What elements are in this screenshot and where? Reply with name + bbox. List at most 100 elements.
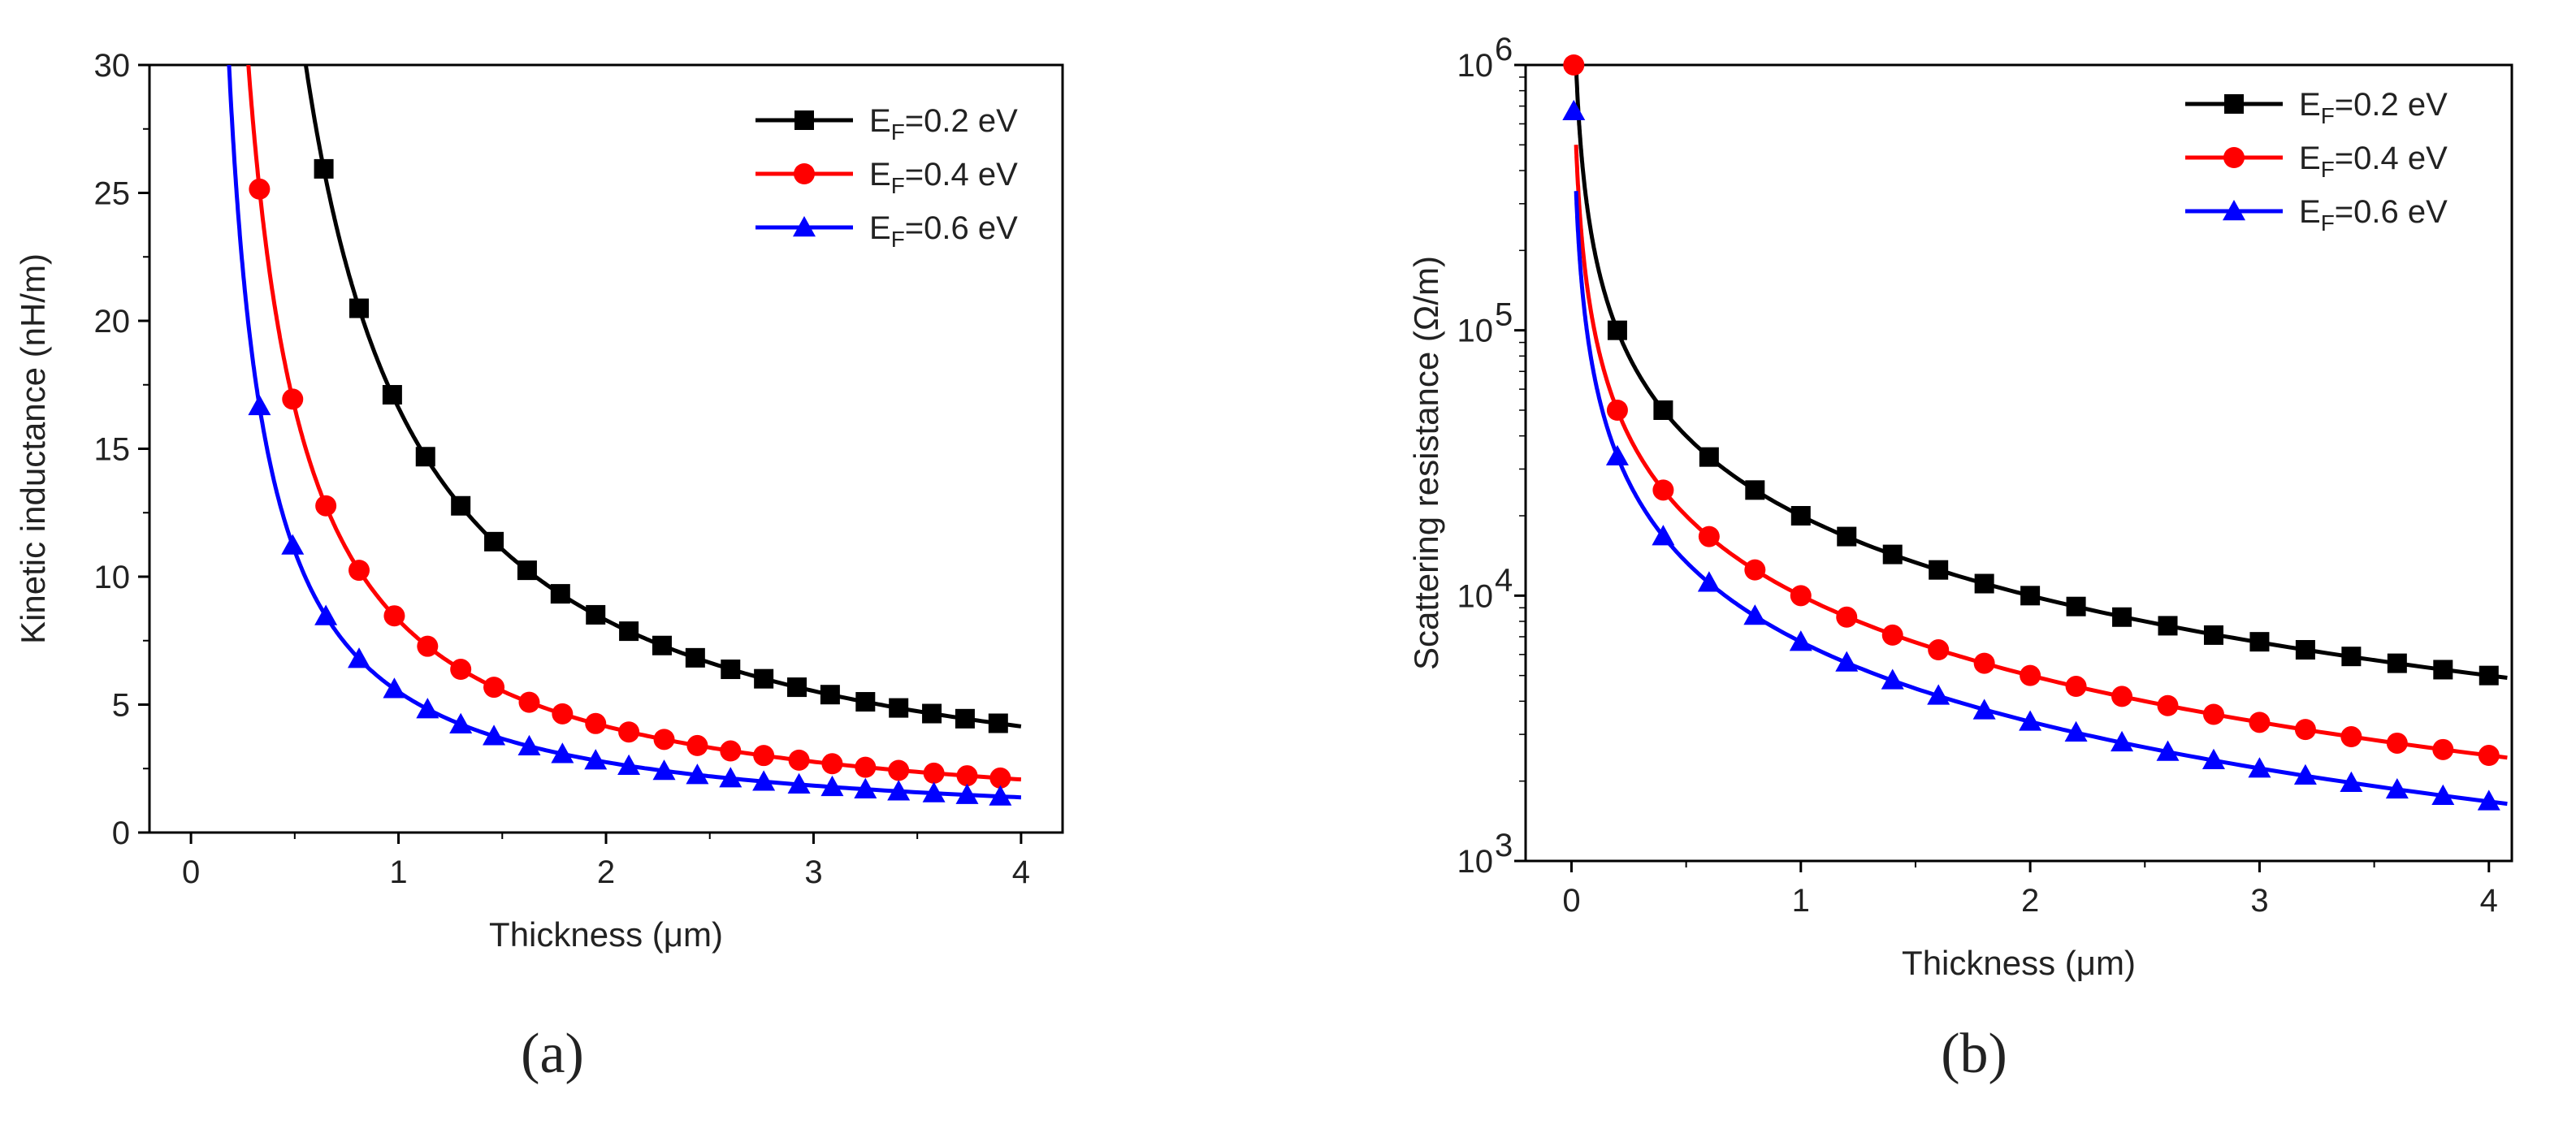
data-point xyxy=(652,635,672,655)
data-point xyxy=(887,780,911,801)
data-point xyxy=(653,729,675,751)
series-line xyxy=(227,65,1022,800)
x-tick-label: 3 xyxy=(804,854,822,890)
data-point xyxy=(2203,625,2223,645)
legend-label-rest: =0.2 eV xyxy=(905,103,1018,139)
data-point xyxy=(1928,639,1950,661)
data-point xyxy=(652,759,676,781)
data-point xyxy=(2064,720,2088,742)
legend-label: EF=0.4 eV xyxy=(869,157,1018,198)
data-point xyxy=(2019,710,2042,731)
data-point xyxy=(586,604,606,625)
legend-label-sub: F xyxy=(2321,103,2335,128)
x-tick-label: 2 xyxy=(2021,883,2039,919)
data-point xyxy=(619,621,639,642)
data-point xyxy=(2157,694,2179,716)
data-point xyxy=(2111,686,2133,707)
data-point xyxy=(854,777,877,798)
data-point xyxy=(922,703,942,724)
data-point xyxy=(955,783,979,804)
x-tick-label: 1 xyxy=(389,854,407,890)
data-point xyxy=(348,647,371,668)
data-point xyxy=(2295,640,2315,660)
data-point xyxy=(483,677,505,699)
data-point xyxy=(1835,651,1859,672)
data-point xyxy=(2294,719,2316,741)
data-point xyxy=(922,781,946,802)
data-point xyxy=(2112,607,2132,627)
data-point xyxy=(1882,544,1903,564)
data-point xyxy=(686,763,709,785)
data-point xyxy=(282,388,304,410)
data-point xyxy=(349,560,370,582)
legend-label-main: E xyxy=(869,157,891,192)
data-point xyxy=(383,605,405,627)
data-point xyxy=(2249,712,2271,733)
data-point xyxy=(1605,444,1629,466)
data-point xyxy=(2111,730,2134,752)
data-point xyxy=(1562,99,1586,121)
data-point xyxy=(2202,748,2225,769)
data-point xyxy=(2065,676,2087,698)
legend-label: EF=0.4 eV xyxy=(2299,141,2448,182)
panel-label: (b) xyxy=(1941,1023,2007,1085)
data-point xyxy=(2249,632,2270,652)
series-line xyxy=(1574,65,2508,680)
data-point xyxy=(550,584,570,604)
y-tick-label: 10 xyxy=(1457,578,1494,614)
data-point xyxy=(2020,586,2041,606)
data-point xyxy=(855,756,877,778)
data-point xyxy=(2479,665,2499,686)
data-point xyxy=(2386,732,2408,754)
data-point xyxy=(923,762,945,784)
legend-marker xyxy=(794,163,815,184)
legend-label: EF=0.2 eV xyxy=(2299,87,2448,128)
data-point xyxy=(349,298,370,318)
data-point xyxy=(989,767,1011,789)
data-point xyxy=(1927,684,1950,705)
data-point xyxy=(820,685,840,705)
data-point xyxy=(517,734,541,756)
data-point xyxy=(1972,699,1996,720)
data-point xyxy=(416,698,439,719)
data-point xyxy=(1607,320,1627,340)
chart-a-kinetic-inductance: 0 1 2 3 4 0 5 10 15 20 25 30 Thickness (μm) Kinetic i… xyxy=(14,48,1064,1085)
data-point xyxy=(2341,647,2362,667)
data-point xyxy=(1881,668,1904,690)
data-point xyxy=(249,178,271,200)
legend-label: EF=0.6 eV xyxy=(2299,194,2448,236)
data-point xyxy=(382,385,402,405)
x-axis-label: Thickness (μm) xyxy=(489,915,723,954)
data-point xyxy=(719,767,742,788)
data-point xyxy=(484,531,504,552)
legend-label-sub: F xyxy=(891,119,905,145)
y-tick-label: 15 xyxy=(94,432,131,468)
data-point xyxy=(821,753,843,775)
data-point xyxy=(2433,660,2453,680)
data-point xyxy=(417,635,439,657)
legend-marker xyxy=(2223,147,2245,168)
y-tick-exponent: 4 xyxy=(1495,562,1513,598)
legend-marker xyxy=(2223,200,2245,221)
data-point xyxy=(281,534,305,555)
data-point xyxy=(988,713,1008,733)
legend-label-main: E xyxy=(2299,141,2321,176)
data-point xyxy=(855,692,876,712)
data-point xyxy=(685,647,705,668)
data-point xyxy=(1881,624,1903,646)
x-tick-label: 4 xyxy=(2480,883,2498,919)
y-axis-label: Scattering resistance (Ω/m) xyxy=(1407,256,1445,670)
data-point xyxy=(1973,652,1995,674)
legend-marker xyxy=(2224,94,2244,114)
data-point xyxy=(888,759,910,781)
data-point xyxy=(483,725,506,746)
data-point xyxy=(2431,784,2455,805)
data-point xyxy=(584,749,608,770)
data-point xyxy=(1836,606,1858,628)
data-point xyxy=(1606,400,1628,422)
data-point xyxy=(585,712,607,734)
data-point xyxy=(721,660,741,680)
y-tick-label: 25 xyxy=(94,176,131,212)
y-tick-label: 30 xyxy=(94,48,131,84)
